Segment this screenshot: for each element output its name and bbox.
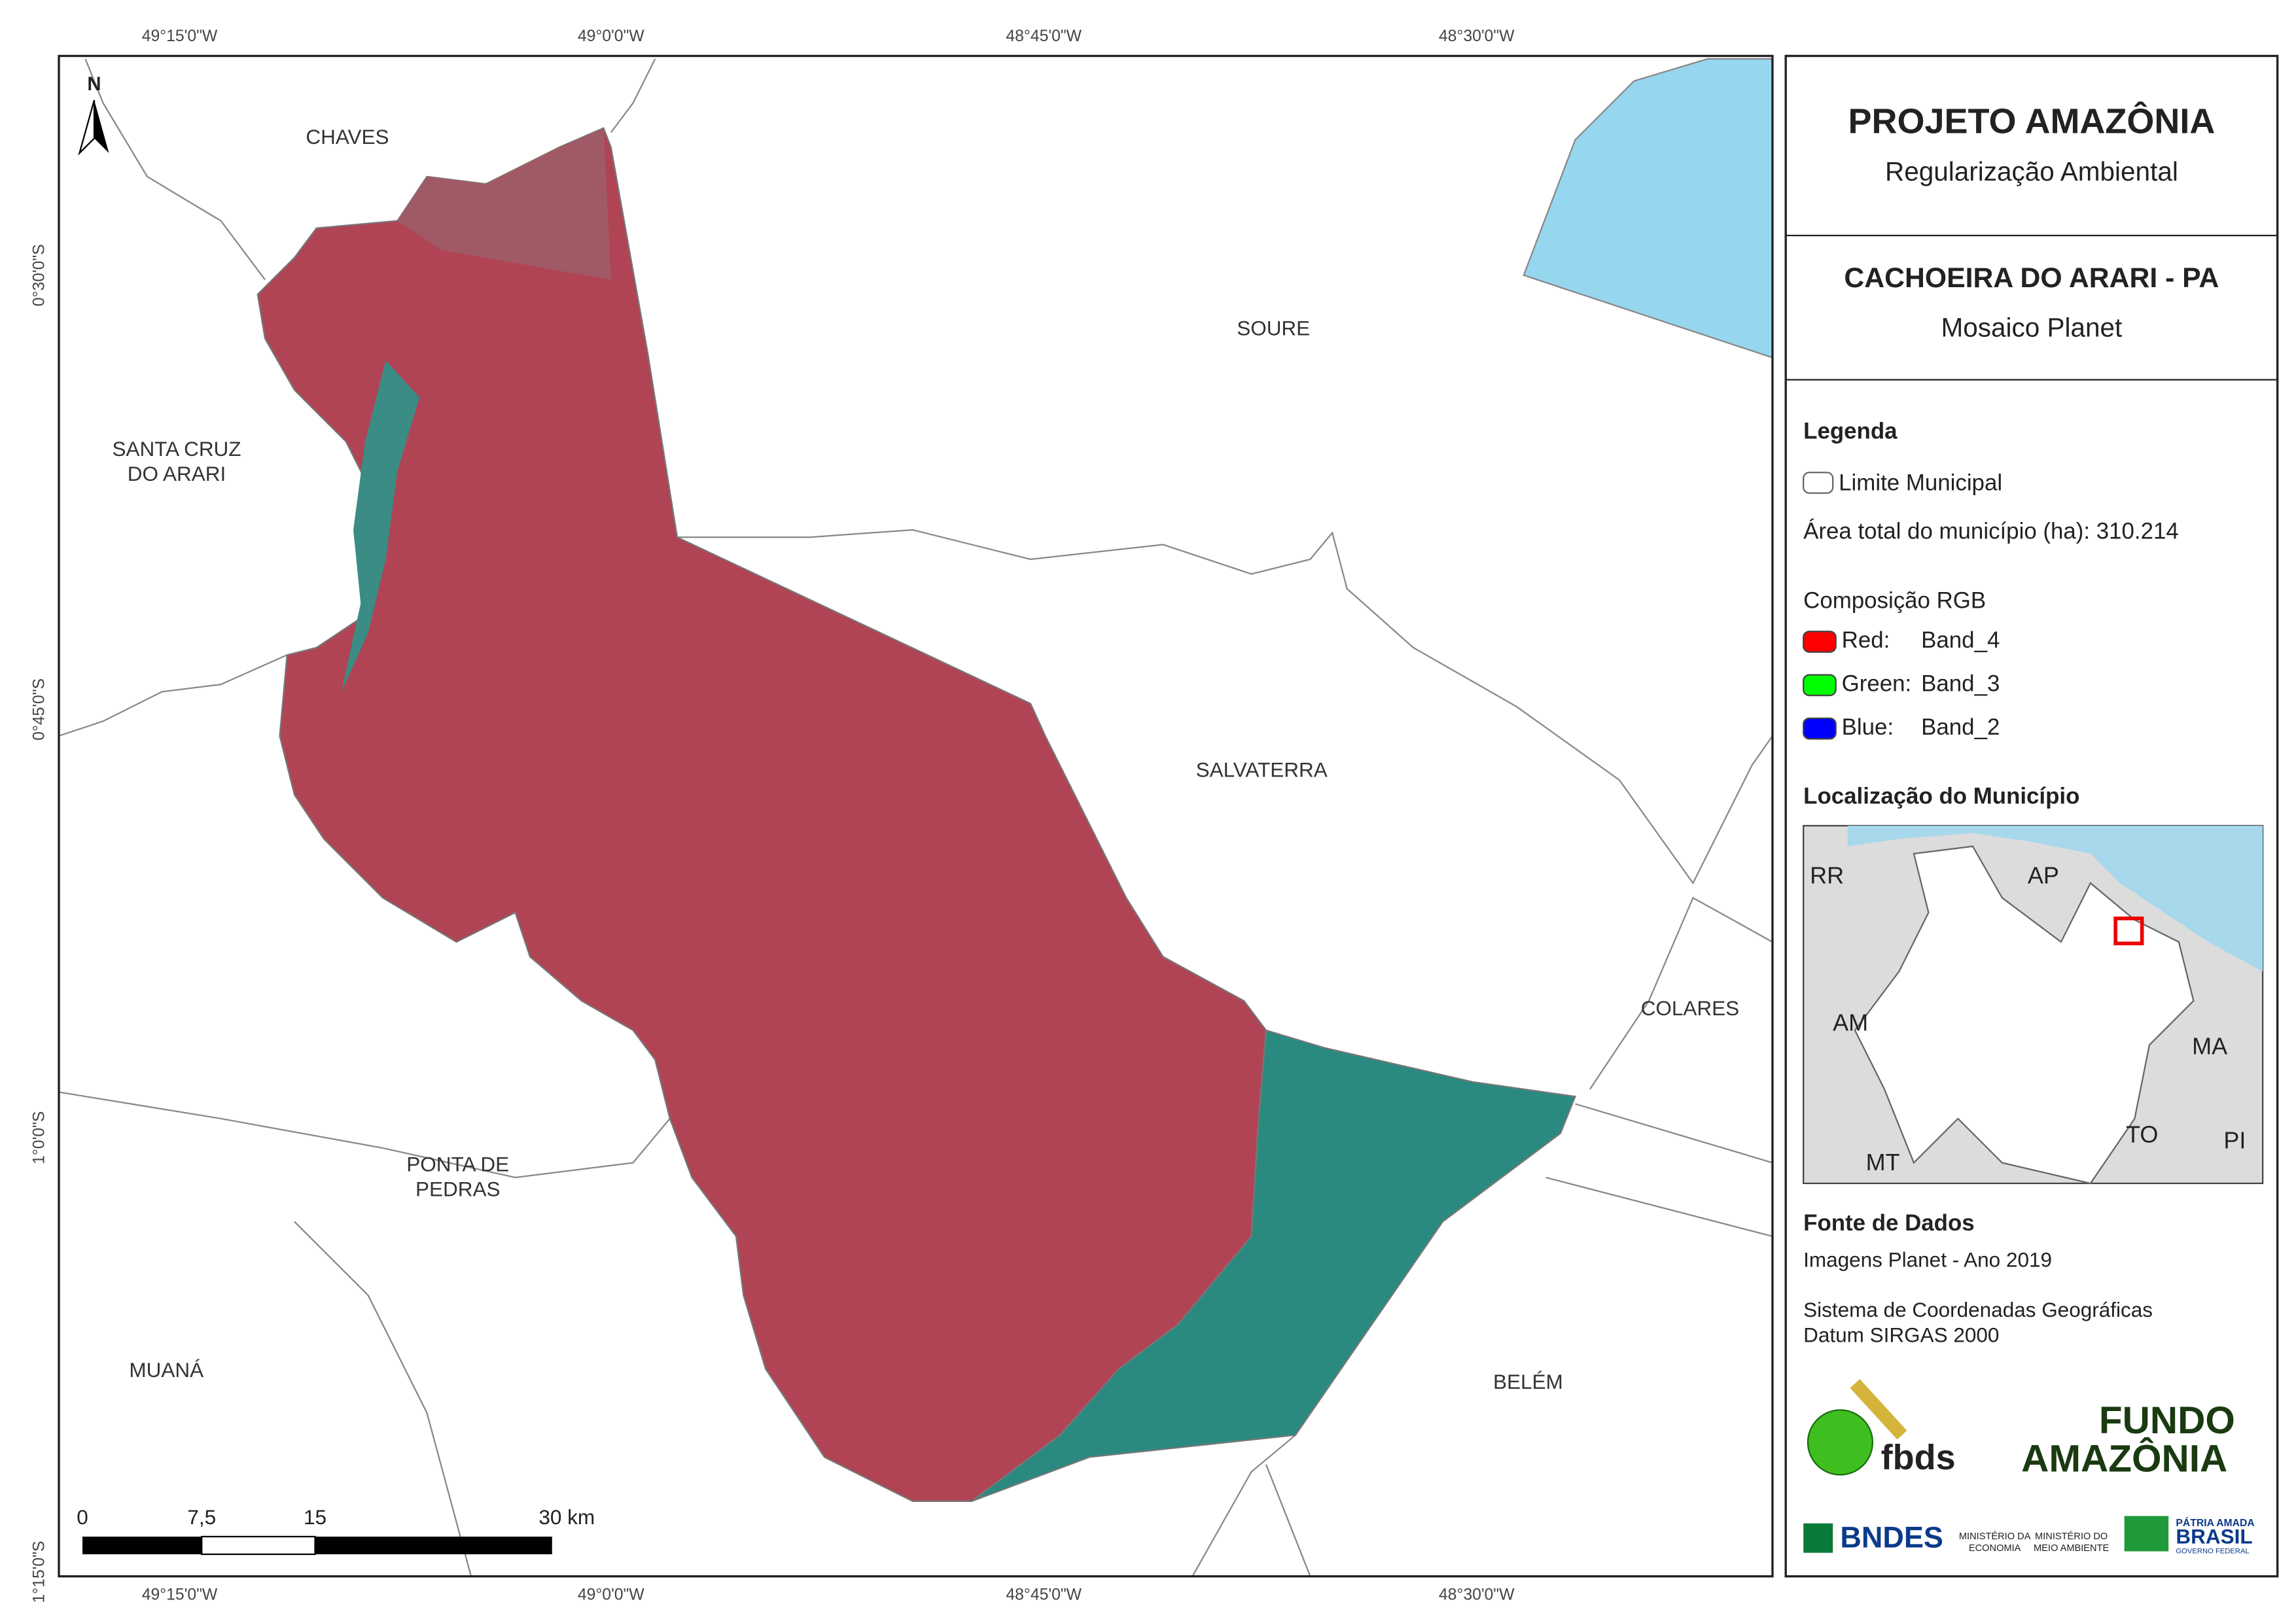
lat-tick-label: 1°15'0"S bbox=[30, 1541, 48, 1603]
lon-tick-label: 48°45'0"W bbox=[1006, 1586, 1082, 1603]
state-label: AM bbox=[1833, 1009, 1868, 1036]
boundary-line bbox=[294, 1221, 472, 1577]
lon-tick-label: 49°0'0"W bbox=[578, 27, 645, 45]
band-name: Green: bbox=[1842, 671, 1912, 697]
north-label: N bbox=[87, 74, 101, 95]
band-value: Band_2 bbox=[1921, 714, 2000, 740]
rgb-title: Composição RGB bbox=[1803, 587, 1986, 613]
logo-shape bbox=[1807, 1409, 1874, 1476]
legend-swatch bbox=[1803, 717, 1837, 740]
logo-shape bbox=[2124, 1516, 2169, 1552]
map-subtitle: Mosaico Planet bbox=[1941, 313, 2123, 343]
scale-segment bbox=[201, 1535, 316, 1556]
logo-shape bbox=[1803, 1523, 1833, 1553]
scale-label: 30 km bbox=[539, 1505, 595, 1529]
boundary-line bbox=[677, 529, 1773, 885]
side-panel bbox=[1784, 54, 2279, 1578]
logo-text: FUNDO bbox=[2099, 1399, 2235, 1442]
place-label: SOURE bbox=[1237, 316, 1310, 340]
scale-label: 0 bbox=[77, 1505, 88, 1529]
place-label: CHAVES bbox=[306, 125, 389, 148]
boundary-line bbox=[84, 58, 266, 281]
scale-segment bbox=[315, 1536, 552, 1554]
boundaries bbox=[58, 58, 1773, 1577]
state-label: AP bbox=[2028, 862, 2059, 888]
place-label: DO ARARI bbox=[128, 462, 226, 485]
place-label: SALVATERRA bbox=[1196, 758, 1328, 781]
place-label: COLARES bbox=[1641, 996, 1739, 1020]
boundary-line bbox=[610, 58, 656, 133]
water-area bbox=[971, 1029, 1577, 1502]
place-label: PEDRAS bbox=[415, 1178, 500, 1201]
boundary-line bbox=[1589, 896, 1773, 1090]
place-label: PONTA DE bbox=[406, 1152, 509, 1176]
logo-text: AMAZÔNIA bbox=[2021, 1437, 2227, 1480]
boundary-line bbox=[1545, 1176, 1773, 1238]
water-area bbox=[341, 360, 420, 692]
logo-text: fbds bbox=[1881, 1438, 1956, 1477]
image-tile bbox=[397, 128, 611, 280]
band-value: Band_3 bbox=[1921, 671, 2000, 697]
boundary-line bbox=[1265, 1464, 1311, 1577]
project-title: PROJETO AMAZÔNIA bbox=[1848, 101, 2215, 141]
boundary-line bbox=[58, 654, 288, 737]
state-label: MA bbox=[2192, 1032, 2227, 1059]
map-frame bbox=[58, 54, 1774, 1578]
band-value: Band_4 bbox=[1921, 627, 2000, 653]
state-label: PI bbox=[2223, 1126, 2246, 1153]
north-arrow bbox=[94, 99, 109, 153]
place-label: MUANÁ bbox=[129, 1358, 203, 1382]
logo-text: MINISTÉRIO DA bbox=[1959, 1531, 2031, 1542]
source-line: Sistema de Coordenadas Geográficas bbox=[1803, 1298, 2153, 1321]
boundary-line bbox=[1575, 1103, 1773, 1164]
logo-shape bbox=[1850, 1379, 1907, 1440]
scale-label: 15 bbox=[304, 1505, 327, 1529]
inset-highlight bbox=[2113, 916, 2144, 946]
lat-tick-label: 1°0'0"S bbox=[30, 1111, 48, 1164]
area-label: Área total do município (ha): 310.214 bbox=[1803, 519, 2179, 544]
logo-text: GOVERNO FEDERAL bbox=[2176, 1547, 2249, 1555]
project-subtitle: Regularização Ambiental bbox=[1885, 156, 2178, 186]
place-label: BELÉM bbox=[1493, 1370, 1563, 1393]
band-name: Blue: bbox=[1842, 714, 1894, 740]
sources-title: Fonte de Dados bbox=[1803, 1210, 1974, 1236]
municipality-image bbox=[256, 127, 1267, 1503]
location-title: Localização do Município bbox=[1803, 784, 2079, 809]
logo-text: ECONOMIA bbox=[1969, 1543, 2021, 1554]
lon-tick-label: 48°45'0"W bbox=[1006, 27, 1082, 45]
state-label: MT bbox=[1866, 1149, 1900, 1176]
band-name: Red: bbox=[1842, 627, 1890, 653]
lon-tick-label: 49°15'0"W bbox=[142, 1586, 218, 1603]
boundary-line bbox=[58, 1091, 671, 1179]
legend-title: Legenda bbox=[1803, 419, 1898, 444]
state-label: RR bbox=[1810, 862, 1844, 888]
source-line: Datum SIRGAS 2000 bbox=[1803, 1323, 1999, 1346]
lon-tick-label: 49°15'0"W bbox=[142, 27, 218, 45]
logo-text: MINISTÉRIO DO bbox=[2035, 1531, 2108, 1542]
lon-tick-label: 48°30'0"W bbox=[1439, 1586, 1515, 1603]
lon-tick-label: 49°0'0"W bbox=[578, 1586, 645, 1603]
lat-tick-label: 0°45'0"S bbox=[30, 678, 48, 741]
legend-label: Limite Municipal bbox=[1839, 470, 2002, 495]
scale-segment bbox=[82, 1536, 202, 1554]
logo-text: MEIO AMBIENTE bbox=[2034, 1543, 2110, 1554]
logo-text: PÁTRIA AMADA bbox=[2176, 1516, 2254, 1529]
logo-text: BNDES bbox=[1840, 1520, 1943, 1554]
logo-text: BRASIL bbox=[2176, 1524, 2252, 1548]
lat-tick-label: 0°30'0"S bbox=[30, 244, 48, 306]
legend-swatch bbox=[1803, 472, 1834, 494]
state-label: TO bbox=[2126, 1121, 2158, 1147]
lon-tick-label: 48°30'0"W bbox=[1439, 27, 1515, 45]
legend-swatch bbox=[1803, 674, 1837, 697]
legend-swatch bbox=[1803, 631, 1837, 653]
source-line: Imagens Planet - Ano 2019 bbox=[1803, 1248, 2052, 1272]
place-label: SANTA CRUZ bbox=[112, 437, 241, 461]
scale-label: 7,5 bbox=[187, 1505, 216, 1529]
boundary-line bbox=[1192, 1434, 1296, 1577]
inset-sea bbox=[1847, 826, 2263, 971]
map-title: CACHOEIRA DO ARARI - PA bbox=[1844, 262, 2219, 294]
inset-para bbox=[1854, 845, 2195, 1185]
